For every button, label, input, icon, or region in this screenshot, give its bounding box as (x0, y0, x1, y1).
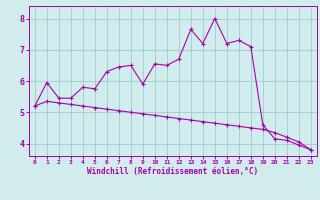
X-axis label: Windchill (Refroidissement éolien,°C): Windchill (Refroidissement éolien,°C) (87, 167, 258, 176)
